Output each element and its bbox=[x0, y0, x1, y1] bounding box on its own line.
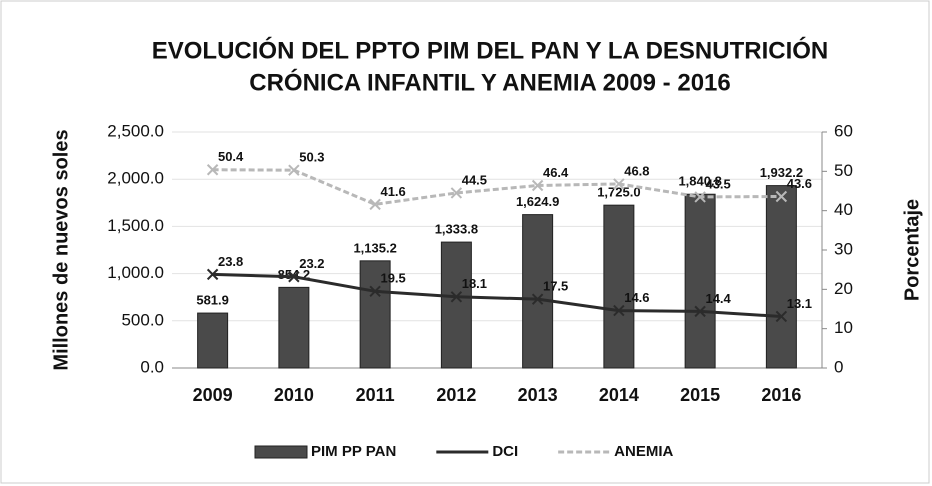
legend-label: ANEMIA bbox=[614, 443, 673, 460]
bar bbox=[197, 312, 229, 369]
y2-tick-label: 50 bbox=[834, 161, 853, 180]
y-tick-label: 500.0 bbox=[121, 310, 164, 329]
marker bbox=[694, 305, 706, 318]
y-tick-label: 2,500.0 bbox=[107, 121, 164, 140]
data-label: 23.2 bbox=[299, 256, 324, 271]
bar bbox=[522, 214, 554, 369]
data-label: 1,333.8 bbox=[435, 222, 478, 237]
data-label: 14.6 bbox=[624, 290, 649, 305]
data-label: 18.1 bbox=[462, 276, 487, 291]
marker bbox=[450, 187, 463, 199]
data-label: 581.9 bbox=[196, 293, 229, 308]
x-tick-label: 2010 bbox=[274, 385, 314, 405]
y2-tick-label: 60 bbox=[834, 121, 853, 140]
data-label: 50.4 bbox=[218, 149, 244, 164]
legend-label: DCI bbox=[492, 443, 518, 460]
marker bbox=[531, 179, 544, 192]
x-tick-label: 2009 bbox=[193, 385, 233, 405]
chart-title: CRÓNICA INFANTIL Y ANEMIA 2009 - 2016 bbox=[249, 68, 730, 96]
line bbox=[212, 168, 782, 206]
marker bbox=[531, 293, 544, 305]
y-tick-label: 1,000.0 bbox=[107, 263, 164, 282]
y-axis-label: Millones de nuevos soles bbox=[50, 129, 72, 370]
x-tick-label: 2016 bbox=[761, 385, 801, 405]
x-tick-label: 2012 bbox=[436, 385, 476, 405]
bar bbox=[359, 260, 391, 369]
data-label: 1,624.9 bbox=[516, 194, 559, 209]
marker bbox=[369, 198, 381, 211]
data-label: 19.5 bbox=[380, 271, 405, 286]
data-label: 17.5 bbox=[543, 279, 568, 294]
y2-axis-label: Porcentaje bbox=[901, 199, 923, 301]
data-label: 46.4 bbox=[543, 165, 569, 180]
chart-title: EVOLUCIÓN DEL PPTO PIM DEL PAN Y LA DESN… bbox=[152, 36, 829, 64]
data-label: 1,932.2 bbox=[760, 165, 803, 180]
data-label: 1,725.0 bbox=[597, 185, 640, 200]
bar bbox=[278, 286, 310, 369]
data-label: 1,840.8 bbox=[678, 174, 721, 189]
x-tick-label: 2014 bbox=[599, 385, 639, 405]
marker bbox=[613, 178, 625, 190]
marker bbox=[206, 268, 219, 281]
y-tick-label: 1,500.0 bbox=[107, 216, 164, 235]
bar bbox=[440, 241, 472, 369]
data-label: 46.8 bbox=[624, 163, 649, 178]
marker bbox=[369, 285, 381, 298]
data-label: 41.6 bbox=[380, 184, 405, 199]
marker bbox=[450, 291, 463, 303]
marker bbox=[206, 164, 219, 176]
line bbox=[212, 272, 782, 318]
y2-tick-label: 20 bbox=[834, 279, 853, 298]
marker bbox=[775, 310, 788, 323]
legend-swatch bbox=[254, 445, 308, 459]
data-label: 14.4 bbox=[705, 291, 731, 306]
marker bbox=[613, 304, 625, 317]
bar bbox=[603, 204, 635, 369]
data-label: 1,135.2 bbox=[353, 240, 396, 255]
marker bbox=[775, 190, 788, 203]
y-tick-label: 2,000.0 bbox=[107, 169, 164, 188]
bar bbox=[684, 193, 716, 369]
data-label: 13.1 bbox=[787, 296, 812, 311]
data-label: 43.6 bbox=[787, 176, 812, 191]
y-tick-label: 0.0 bbox=[140, 357, 164, 376]
y2-tick-label: 0 bbox=[834, 357, 843, 376]
data-label: 50.3 bbox=[299, 150, 324, 165]
legend-label: PIM PP PAN bbox=[311, 443, 396, 460]
data-label: 44.5 bbox=[462, 172, 487, 187]
y2-tick-label: 30 bbox=[834, 239, 853, 258]
y2-tick-label: 10 bbox=[834, 318, 853, 337]
y2-tick-label: 40 bbox=[834, 200, 853, 219]
marker bbox=[288, 271, 300, 283]
bar bbox=[765, 185, 797, 369]
marker bbox=[288, 164, 300, 176]
data-label: 23.8 bbox=[218, 254, 243, 269]
marker bbox=[694, 191, 706, 203]
x-tick-label: 2011 bbox=[356, 385, 395, 405]
data-label: 43.5 bbox=[705, 176, 730, 191]
x-tick-label: 2013 bbox=[518, 385, 558, 405]
x-tick-label: 2015 bbox=[680, 385, 720, 405]
